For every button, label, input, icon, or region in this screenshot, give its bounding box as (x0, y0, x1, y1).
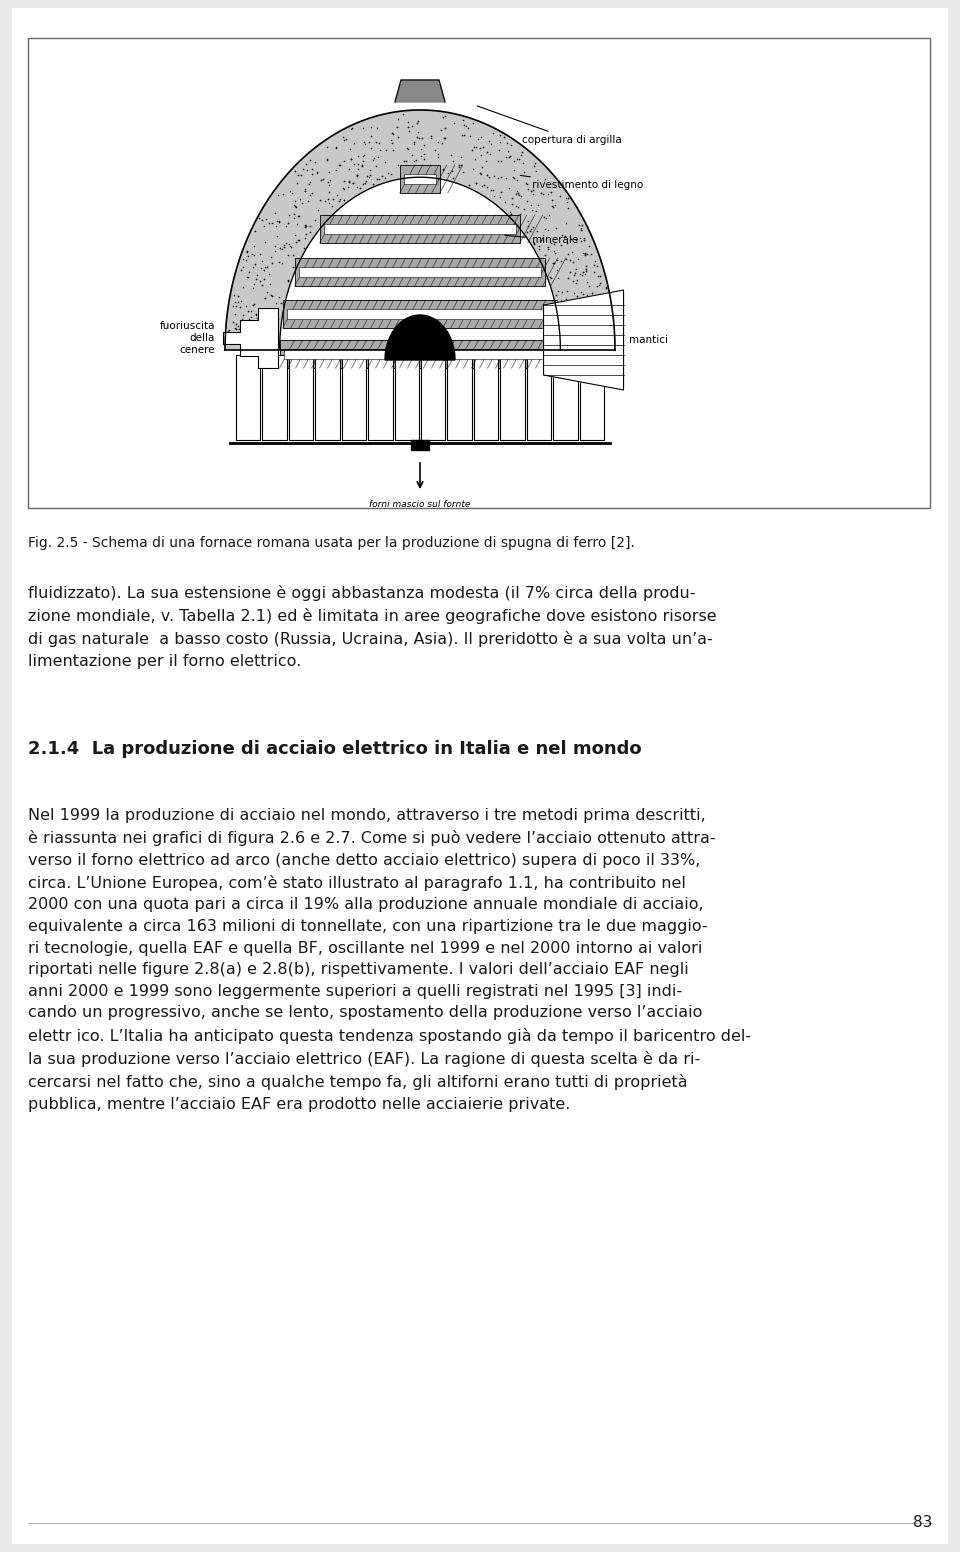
Text: rivestimento di legno: rivestimento di legno (520, 175, 643, 189)
FancyBboxPatch shape (447, 355, 472, 441)
Polygon shape (225, 110, 615, 351)
Polygon shape (385, 315, 455, 360)
Polygon shape (279, 177, 561, 351)
FancyBboxPatch shape (262, 355, 287, 441)
FancyBboxPatch shape (399, 165, 441, 192)
FancyBboxPatch shape (315, 355, 340, 441)
FancyBboxPatch shape (295, 258, 545, 286)
FancyBboxPatch shape (283, 349, 557, 359)
FancyBboxPatch shape (12, 8, 948, 1544)
Polygon shape (223, 307, 277, 368)
Text: 83: 83 (913, 1515, 932, 1530)
FancyBboxPatch shape (279, 340, 561, 368)
Text: Fig. 2.5 - Schema di una fornace romana usata per la produzione di spugna di fer: Fig. 2.5 - Schema di una fornace romana … (28, 535, 635, 549)
FancyBboxPatch shape (474, 355, 498, 441)
FancyBboxPatch shape (324, 223, 516, 234)
Text: minerale: minerale (505, 234, 579, 245)
FancyBboxPatch shape (368, 355, 393, 441)
Polygon shape (543, 290, 624, 390)
FancyBboxPatch shape (236, 355, 260, 441)
FancyBboxPatch shape (421, 355, 445, 441)
FancyBboxPatch shape (282, 300, 558, 327)
FancyBboxPatch shape (287, 309, 553, 318)
Text: mantici: mantici (629, 335, 667, 345)
Text: Nel 1999 la produzione di acciaio nel mondo, attraverso i tre metodi prima descr: Nel 1999 la produzione di acciaio nel mo… (28, 809, 751, 1111)
Text: forni mascio sul fornte: forni mascio sul fornte (370, 500, 470, 509)
FancyBboxPatch shape (404, 174, 436, 183)
FancyBboxPatch shape (289, 355, 313, 441)
Text: fluidizzato). La sua estensione è oggi abbastanza modesta (il 7% circa della pro: fluidizzato). La sua estensione è oggi a… (28, 585, 716, 669)
Text: fuoriuscita
della
cenere: fuoriuscita della cenere (159, 321, 215, 354)
Polygon shape (411, 441, 429, 450)
FancyBboxPatch shape (553, 355, 578, 441)
FancyBboxPatch shape (395, 355, 419, 441)
FancyBboxPatch shape (320, 216, 520, 244)
Text: 2.1.4  La produzione di acciaio elettrico in Italia e nel mondo: 2.1.4 La produzione di acciaio elettrico… (28, 740, 641, 757)
Text: copertura di argilla: copertura di argilla (477, 106, 622, 144)
FancyBboxPatch shape (500, 355, 525, 441)
FancyBboxPatch shape (580, 355, 604, 441)
FancyBboxPatch shape (299, 267, 541, 276)
Polygon shape (395, 81, 445, 102)
FancyBboxPatch shape (527, 355, 551, 441)
FancyBboxPatch shape (342, 355, 366, 441)
FancyBboxPatch shape (28, 37, 930, 508)
